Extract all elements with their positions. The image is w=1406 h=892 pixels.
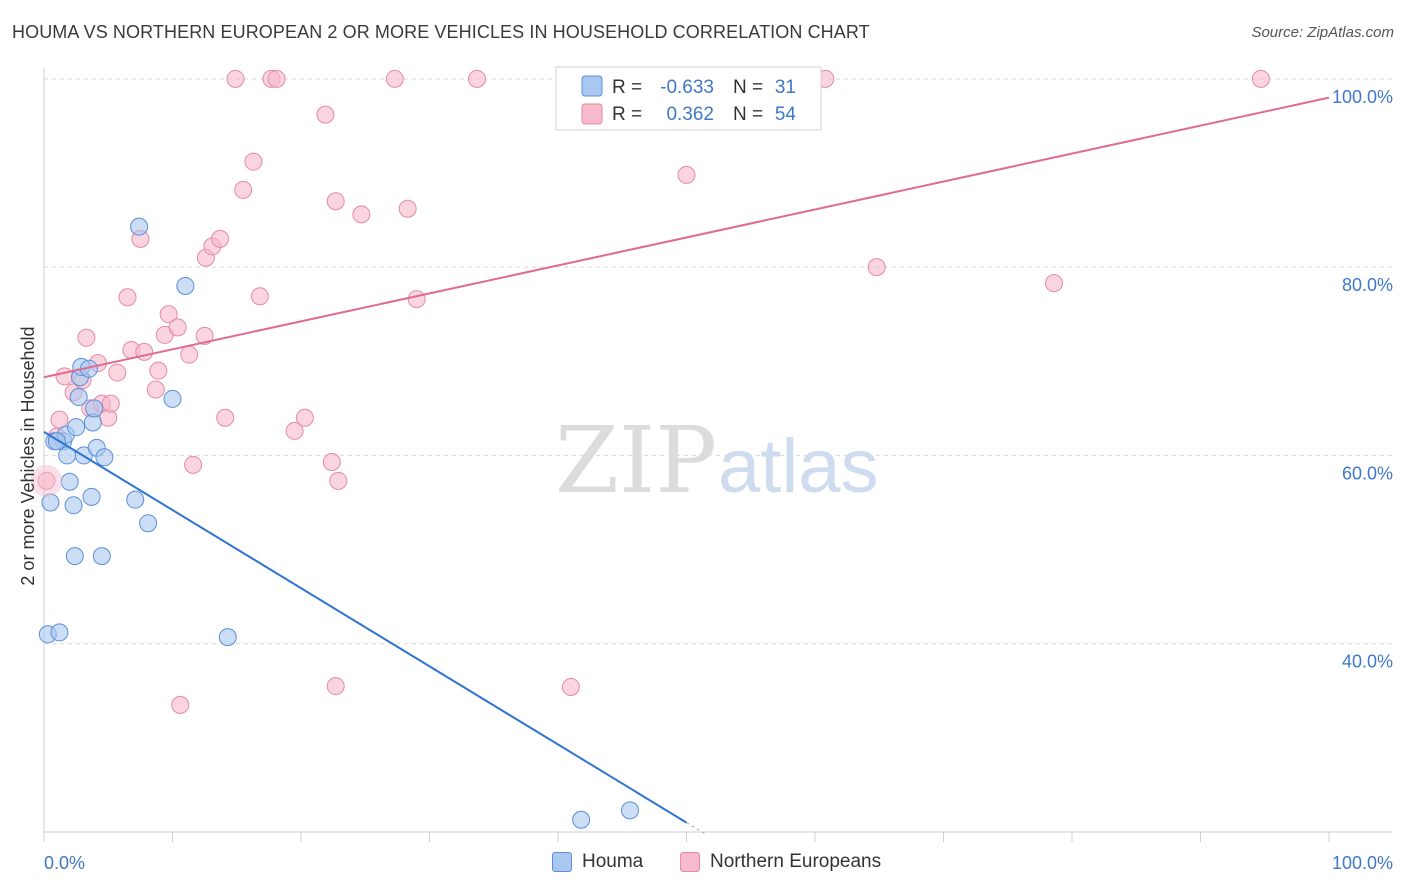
houma-point (218, 628, 237, 647)
northern-europeans-point (1045, 274, 1064, 293)
legend-item-northern-europeans[interactable]: Northern Europeans (680, 851, 881, 873)
northern-europeans-point (234, 180, 253, 199)
northern-europeans-point (407, 290, 426, 309)
northern-europeans-point (285, 421, 304, 440)
northern-europeans-point-large (30, 464, 63, 497)
houma-trend-extension (686, 822, 707, 835)
axes (43, 68, 1392, 842)
northern-europeans-point (195, 326, 214, 345)
houma-point (163, 389, 182, 408)
chart-title: HOUMA VS NORTHERN EUROPEAN 2 OR MORE VEH… (12, 22, 870, 42)
legend-n-value-ne: 54 (775, 104, 797, 125)
northern-europeans-point (211, 229, 230, 248)
legend-r-label-ne: R = (612, 104, 642, 125)
northern-europeans-point (267, 69, 286, 88)
houma-point (67, 418, 86, 437)
data-points (30, 69, 1270, 829)
legend-n-label-houma: N = (733, 77, 763, 98)
legend-n-label-ne: N = (733, 104, 763, 125)
northern-europeans-point (316, 105, 335, 124)
northern-europeans-point (468, 69, 487, 88)
northern-europeans-point (118, 288, 137, 307)
y-tick-label: 80.0% (1342, 275, 1393, 295)
northern-europeans-point (561, 678, 580, 697)
northern-europeans-point (322, 453, 341, 472)
northern-europeans-point (398, 199, 417, 218)
watermark-atlas: atlas (718, 424, 879, 509)
houma-point (620, 801, 639, 820)
northern-europeans-point (77, 328, 96, 347)
houma-point (41, 493, 60, 512)
northern-europeans-point (180, 345, 199, 364)
northern-europeans-point (168, 318, 187, 337)
houma-point (69, 388, 88, 407)
northern-europeans-point (385, 69, 404, 88)
northern-europeans-point (101, 394, 120, 413)
northern-europeans-point (37, 471, 56, 490)
northern-europeans-trend-line (43, 96, 1330, 379)
houma-point (572, 810, 591, 829)
watermark-zip: ZIP (555, 407, 717, 514)
northern-europeans-point (226, 69, 245, 88)
legend-r-value-houma: -0.633 (660, 77, 714, 98)
northern-europeans-point (159, 305, 178, 324)
legend-n-value-houma: 31 (775, 77, 796, 98)
x-tick-label: 100.0% (1332, 853, 1393, 873)
houma-point (82, 487, 101, 506)
northern-europeans-point (146, 380, 165, 399)
northern-europeans-point (108, 363, 127, 382)
houma-trend-line (43, 431, 688, 824)
legend-r-label-houma: R = (612, 77, 642, 98)
northern-europeans-point (216, 408, 235, 427)
tick-labels: 40.0% 60.0% 80.0% 100.0% 0.0% 100.0% (44, 87, 1393, 873)
northern-europeans-point (329, 471, 348, 490)
houma-point (50, 623, 69, 642)
northern-europeans-point (50, 410, 69, 429)
houma-point (92, 547, 111, 566)
northern-europeans-point (250, 287, 269, 306)
y-tick-label: 60.0% (1342, 463, 1393, 483)
northern-europeans-point (867, 258, 886, 277)
legend-swatch-northern-europeans (680, 852, 700, 872)
legend-swatch-houma (581, 75, 603, 97)
y-tick-label: 100.0% (1332, 87, 1393, 107)
legend-label-houma: Houma (582, 851, 644, 872)
legend-swatch-houma (552, 852, 572, 872)
source-label: Source: ZipAtlas.com (1251, 24, 1394, 41)
houma-point (95, 448, 114, 467)
northern-europeans-point (244, 152, 263, 171)
legend-swatch-ne (581, 103, 603, 125)
x-tick-label: 0.0% (44, 853, 85, 873)
houma-point (176, 276, 195, 295)
northern-europeans-point (149, 361, 168, 380)
trend-lines (43, 96, 1330, 835)
northern-europeans-point (135, 342, 154, 361)
correlation-legend: R = -0.633 N = 31 R = 0.362 N = 54 (555, 66, 822, 131)
northern-europeans-point (184, 455, 203, 474)
northern-europeans-point (326, 677, 345, 696)
houma-point (65, 547, 84, 566)
houma-point (126, 490, 145, 509)
northern-europeans-point (352, 205, 371, 224)
houma-point (139, 514, 158, 533)
legend-item-houma[interactable]: Houma (552, 851, 643, 873)
northern-europeans-point (171, 695, 190, 714)
legend-r-value-ne: 0.362 (666, 104, 714, 125)
northern-europeans-point (326, 192, 345, 211)
series-legend: Houma Northern Europeans (0, 851, 1406, 879)
y-tick-label: 40.0% (1342, 652, 1393, 672)
northern-europeans-point (1251, 69, 1270, 88)
legend-label-northern-europeans: Northern Europeans (710, 851, 882, 872)
houma-point (85, 399, 104, 418)
watermark: ZIP atlas (555, 407, 879, 514)
northern-europeans-point (295, 408, 314, 427)
northern-europeans-point (677, 165, 696, 184)
houma-point (60, 472, 79, 491)
houma-point (130, 217, 149, 236)
y-axis-label: 2 or more Vehicles in Household (18, 326, 38, 585)
northern-europeans-point (55, 367, 74, 386)
houma-point (64, 496, 83, 515)
